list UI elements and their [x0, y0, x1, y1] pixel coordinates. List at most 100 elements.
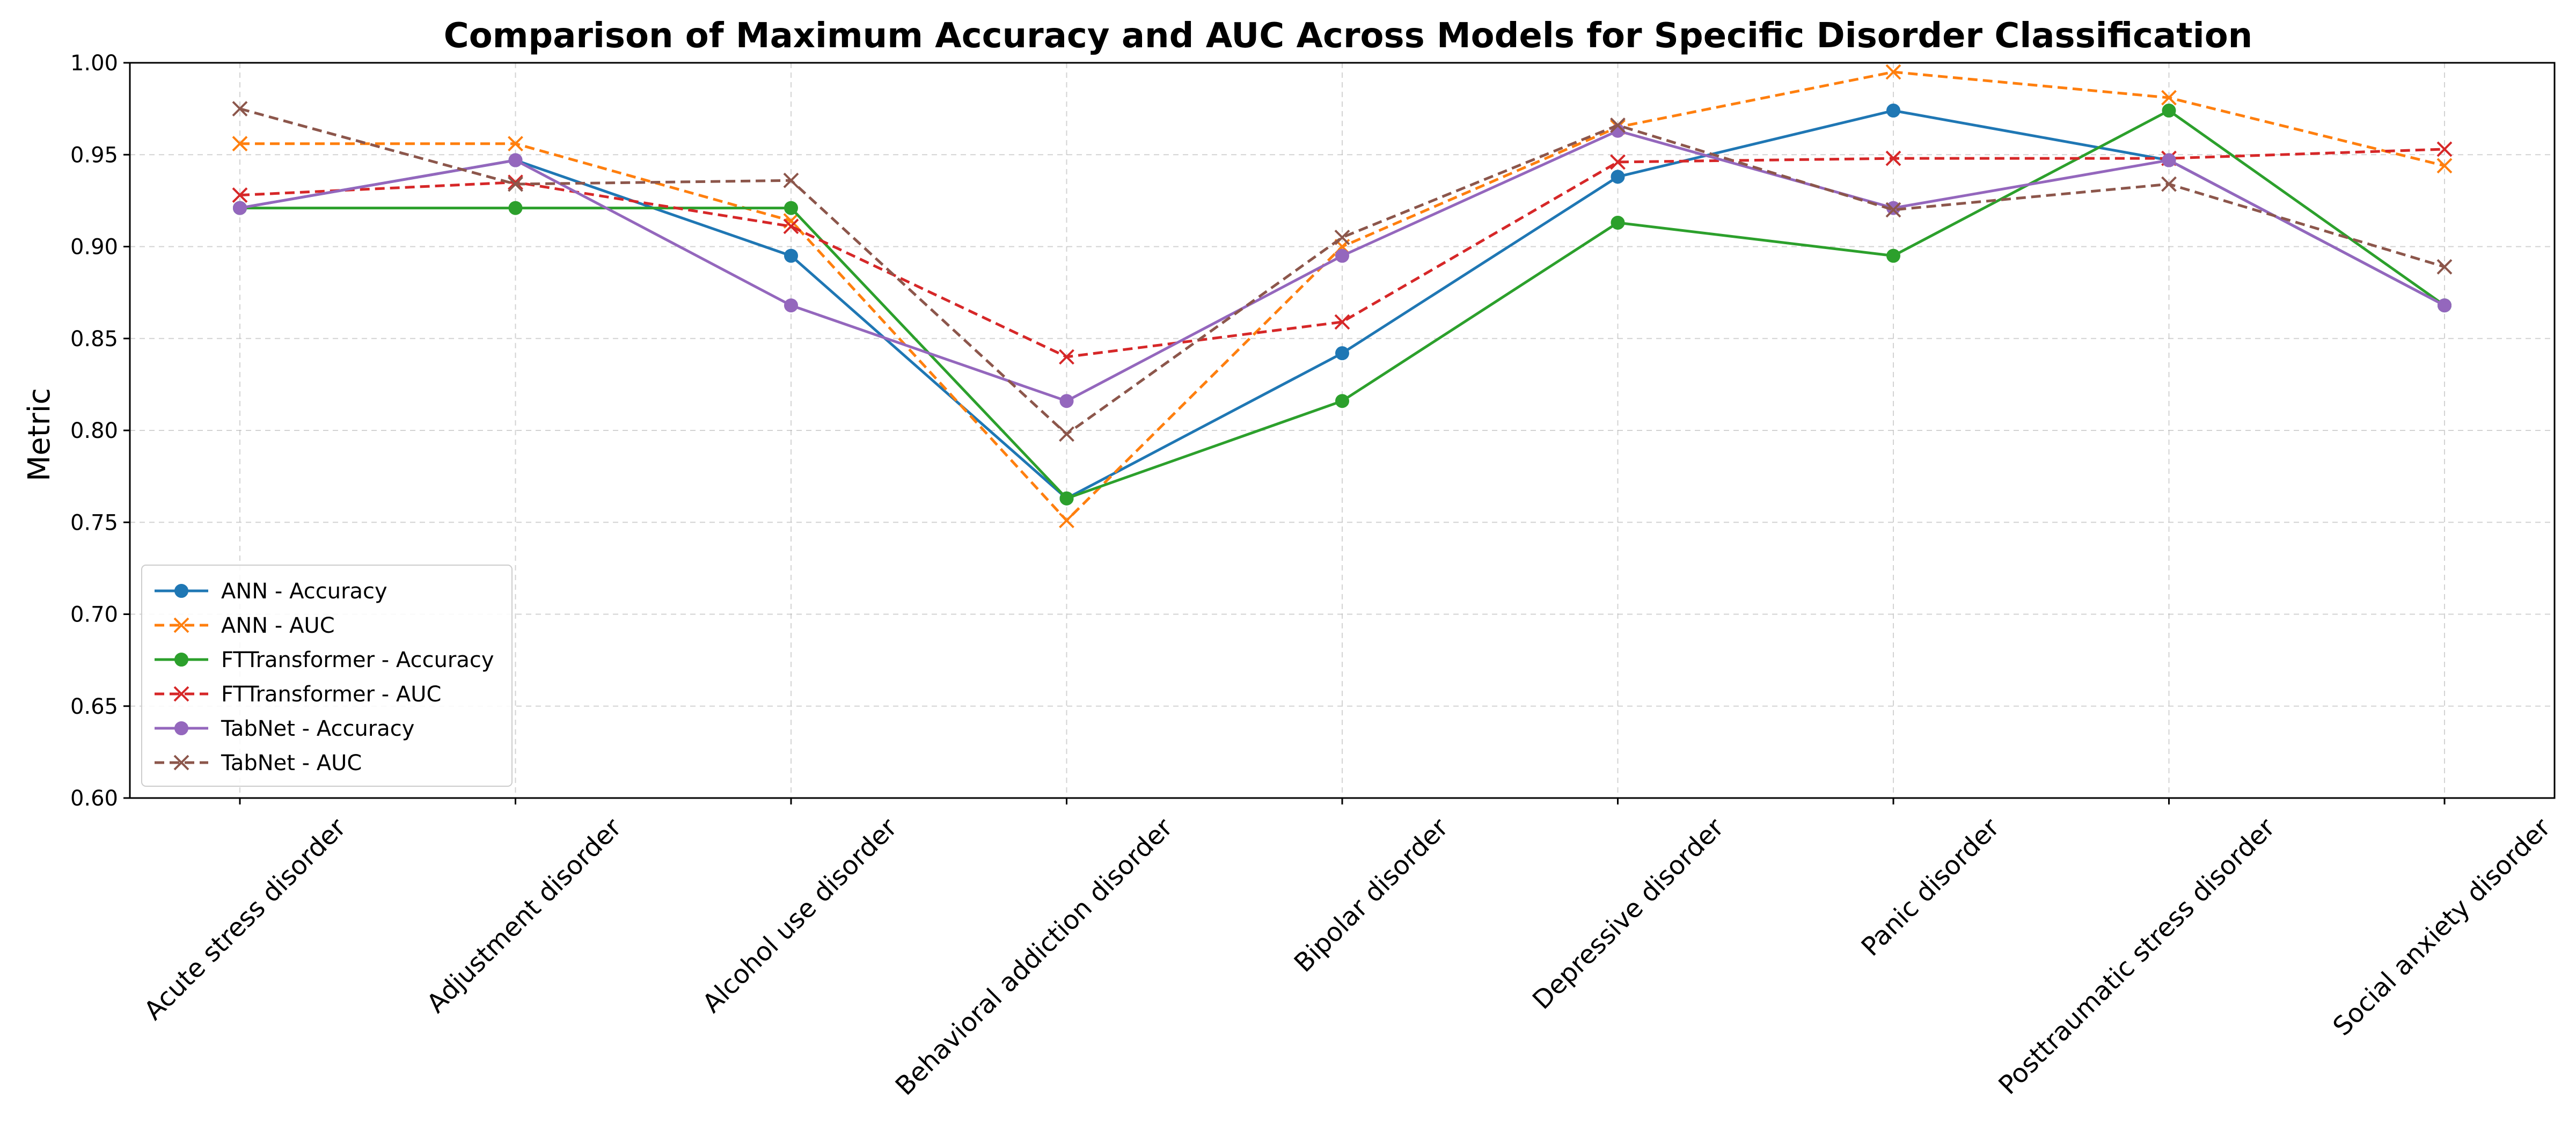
- y-tick-label: 0.95: [70, 143, 118, 167]
- data-point: [783, 172, 799, 188]
- data-point-stroke: [1885, 64, 1901, 80]
- legend-label: FTTransformer - Accuracy: [221, 648, 494, 672]
- x-tick-label: Social anxiety disorder: [2327, 813, 2556, 1042]
- data-point: [1611, 215, 1625, 230]
- series-5: [232, 101, 2453, 442]
- x-axis: Acute stress disorder Adjustment disorder…: [138, 798, 2557, 1101]
- series-line: [239, 148, 2445, 358]
- y-tick-label: 0.75: [70, 510, 118, 535]
- y-axis: 0.60 0.65 0.70 0.75 0.80 0.85 0.90 0.95 1.00: [70, 51, 130, 811]
- x-tick-label: Depressive disorder: [1527, 813, 1730, 1015]
- data-point-stroke: [2436, 141, 2453, 157]
- series-lines: [232, 64, 2453, 529]
- data-point: [1059, 394, 1074, 408]
- data-point: [1610, 118, 1626, 133]
- data-point-stroke: [1059, 349, 1074, 365]
- data-point: [2436, 259, 2453, 275]
- data-point-stroke: [2436, 158, 2453, 174]
- legend-label: ANN - Accuracy: [221, 579, 387, 604]
- data-point: [1334, 229, 1350, 245]
- y-tick-label: 1.00: [70, 51, 118, 76]
- data-point: [784, 298, 798, 313]
- data-point: [232, 101, 248, 117]
- data-point: [173, 755, 189, 771]
- data-point-stroke: [783, 218, 799, 235]
- data-point-stroke: [1610, 118, 1626, 133]
- series-line: [239, 107, 2445, 436]
- data-point: [508, 136, 523, 152]
- legend-item: ANN - AUC: [155, 613, 335, 638]
- data-point-stroke: [232, 187, 248, 203]
- data-point: [2438, 298, 2451, 313]
- data-point-stroke: [783, 172, 799, 188]
- x-tick-label: Behavioral addiction disorder: [890, 813, 1179, 1101]
- data-point-stroke: [1610, 154, 1626, 170]
- legend-item: ANN - Accuracy: [155, 579, 387, 604]
- y-axis-label: Metric: [22, 388, 57, 481]
- data-point: [1334, 314, 1350, 330]
- data-point: [233, 201, 247, 215]
- x-tick-label: Bipolar disorder: [1289, 813, 1454, 978]
- data-point: [174, 653, 188, 667]
- x-tick-label: Acute stress disorder: [138, 813, 352, 1026]
- data-point-stroke: [2161, 176, 2177, 192]
- data-point: [2162, 104, 2176, 118]
- y-tick-label: 0.60: [70, 786, 118, 811]
- data-point-stroke: [232, 101, 248, 117]
- data-point-stroke: [173, 617, 189, 633]
- y-tick-label: 0.90: [70, 235, 118, 260]
- data-point: [508, 153, 523, 167]
- data-point-stroke: [2161, 90, 2177, 106]
- data-point-stroke: [1885, 150, 1901, 166]
- data-point: [1059, 349, 1074, 365]
- legend-label: ANN - AUC: [221, 613, 335, 638]
- data-point-stroke: [508, 136, 523, 152]
- legend-label: TabNet - AUC: [221, 751, 362, 775]
- data-point: [2162, 153, 2176, 167]
- x-tick-label: Adjustment disorder: [421, 813, 628, 1019]
- data-point: [2161, 176, 2177, 192]
- data-point-stroke: [173, 755, 189, 771]
- data-point: [508, 176, 523, 192]
- y-tick-label: 0.85: [70, 327, 118, 352]
- data-point: [1335, 346, 1349, 361]
- legend-label: TabNet - Accuracy: [221, 716, 414, 741]
- data-point: [173, 686, 189, 702]
- data-point: [1886, 248, 1900, 263]
- legend-item: FTTransformer - AUC: [155, 682, 442, 707]
- series-3: [232, 141, 2453, 365]
- legend-box: [141, 565, 513, 787]
- data-point: [174, 584, 188, 598]
- data-point: [1335, 394, 1349, 408]
- data-point: [174, 721, 188, 735]
- y-tick-label: 0.65: [70, 694, 118, 719]
- data-point-stroke: [1885, 202, 1901, 218]
- data-point-stroke: [1059, 426, 1074, 442]
- legend-item: TabNet - AUC: [155, 751, 362, 775]
- plot-frame: [129, 62, 2556, 799]
- data-point: [1059, 491, 1074, 506]
- legend-item: FTTransformer - Accuracy: [155, 648, 494, 672]
- x-tick-label: Panic disorder: [1856, 813, 2006, 962]
- data-point: [1610, 154, 1626, 170]
- legend-item: TabNet - Accuracy: [155, 716, 414, 741]
- data-point: [784, 201, 798, 215]
- data-point-stroke: [232, 136, 248, 152]
- data-point-stroke: [1059, 513, 1074, 529]
- data-point: [1886, 104, 1900, 118]
- series-4: [233, 123, 2451, 408]
- data-point: [508, 201, 523, 215]
- data-point: [2161, 90, 2177, 106]
- data-point: [1335, 248, 1349, 263]
- data-point: [508, 174, 523, 191]
- data-point-stroke: [1334, 314, 1350, 330]
- data-point-stroke: [1334, 229, 1350, 245]
- data-point-stroke: [508, 174, 523, 191]
- data-point: [2436, 158, 2453, 174]
- legend: ANN - Accuracy ANN - AUC FTTransformer - A…: [141, 565, 513, 787]
- data-point-stroke: [173, 686, 189, 702]
- legend-label: FTTransformer - AUC: [221, 682, 442, 707]
- y-tick-label: 0.80: [70, 419, 118, 443]
